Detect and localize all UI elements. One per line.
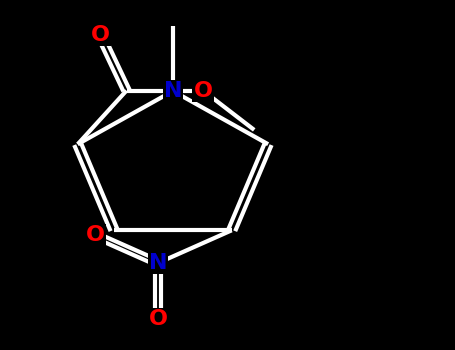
Text: N: N	[164, 81, 182, 101]
Text: O: O	[91, 25, 110, 45]
Text: O: O	[148, 309, 167, 329]
Text: O: O	[86, 225, 105, 245]
Text: N: N	[149, 253, 167, 273]
Text: O: O	[193, 80, 212, 100]
